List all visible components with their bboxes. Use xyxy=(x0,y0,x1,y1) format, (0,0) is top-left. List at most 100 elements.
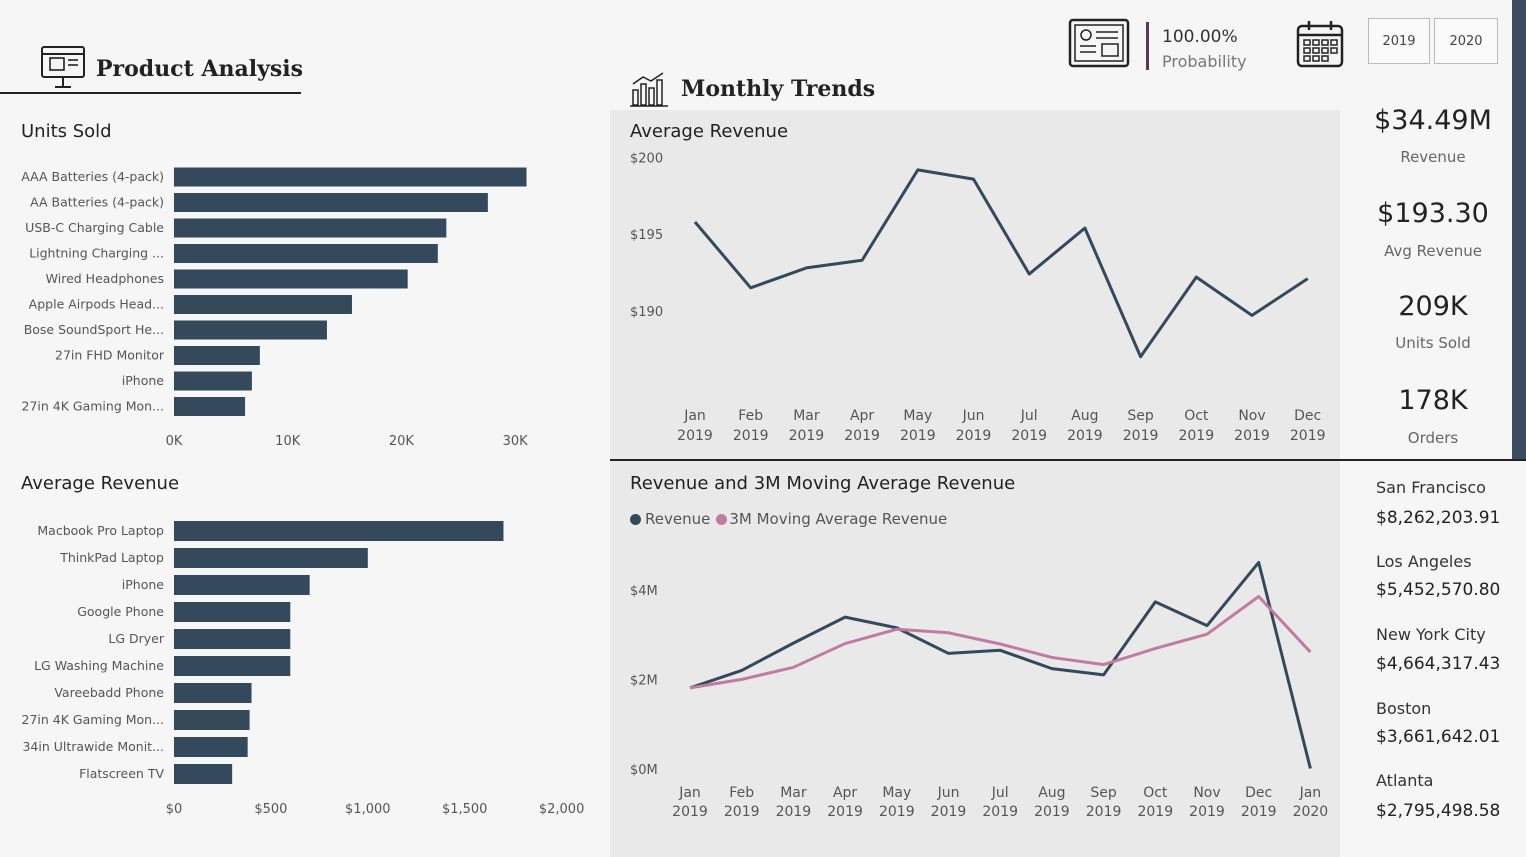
bar-category-label: 34in Ultrawide Monit... xyxy=(22,739,164,754)
bar-category-label: USB-C Charging Cable xyxy=(25,220,164,235)
city-name: Boston xyxy=(1376,699,1432,718)
revenue-ma-chart-title: Revenue and 3M Moving Average Revenue xyxy=(630,473,1016,494)
x-tick-label: Oct xyxy=(1184,408,1209,424)
x-tick-label: 2019 xyxy=(1189,804,1225,820)
x-tick-label: 2019 xyxy=(1034,804,1070,820)
city-revenue: $4,664,317.43 xyxy=(1376,654,1501,674)
revenue-ma-chart: $0M $2M $4M Jan 2019 Feb 2019 Mar 2019 Apr 2019 May… xyxy=(630,560,1329,820)
year-2019-button[interactable]: 2019 xyxy=(1368,18,1430,64)
city-revenue: $5,452,570.80 xyxy=(1376,580,1501,600)
year-2020-button[interactable]: 2020 xyxy=(1434,18,1498,64)
bar xyxy=(174,295,352,314)
bar xyxy=(174,244,438,263)
bar-category-label: ThinkPad Laptop xyxy=(59,550,164,565)
bar xyxy=(174,575,310,595)
bar xyxy=(174,602,291,622)
x-tick-label: Jul xyxy=(1020,408,1038,424)
bar xyxy=(174,397,246,416)
x-tick-label: 2019 xyxy=(900,428,936,444)
avg-revenue-line-chart: $190 $195 $200 Jan 2019 Feb 2019 Mar 2019 Apr 2019… xyxy=(630,152,1326,444)
x-tick-label: Jun xyxy=(937,785,960,801)
city-revenue: $8,262,203.91 xyxy=(1376,508,1501,528)
bar xyxy=(174,218,447,238)
x-tick-label: 2019 xyxy=(1178,428,1214,444)
city-name: New York City xyxy=(1376,625,1486,644)
city-name: Los Angeles xyxy=(1376,552,1472,571)
bar xyxy=(174,269,408,289)
x-tick-label: Oct xyxy=(1143,785,1168,801)
bar-category-label: Lightning Charging ... xyxy=(29,246,164,261)
y-tick-label: $195 xyxy=(630,228,663,243)
units-sold-chart: AAA Batteries (4-pack) AA Batteries (4-pa… xyxy=(21,167,529,449)
mid-divider xyxy=(610,459,1526,461)
bar-category-label: AAA Batteries (4-pack) xyxy=(21,169,164,184)
legend-revenue-label: Revenue xyxy=(645,510,711,528)
bar xyxy=(174,371,252,391)
kpi-units-sold-label: Units Sold xyxy=(1395,334,1471,352)
x-tick-label: Dec xyxy=(1245,785,1272,801)
bar xyxy=(174,629,291,649)
avg-revenue-bar-chart: Macbook Pro Laptop ThinkPad Laptop iPhone G… xyxy=(22,521,584,817)
x-tick-label: 2019 xyxy=(827,804,863,820)
bar xyxy=(174,320,327,340)
x-tick-label: 2019 xyxy=(1234,428,1270,444)
x-tick-label: $500 xyxy=(254,802,287,817)
dashboard-icon xyxy=(1068,18,1132,74)
y-tick-label: $2M xyxy=(630,673,658,688)
bar xyxy=(174,521,504,541)
bar-category-label: Macbook Pro Laptop xyxy=(37,523,164,538)
city-revenue: $3,661,642.01 xyxy=(1376,727,1501,747)
x-tick-label: Jul xyxy=(991,785,1009,801)
x-tick-label: Dec xyxy=(1294,408,1321,424)
bar xyxy=(174,193,488,212)
x-tick-label: $1,500 xyxy=(442,802,488,817)
right-edge-bar xyxy=(1512,0,1526,460)
x-tick-label: 2019 xyxy=(1086,804,1122,820)
avg-revenue-bar-chart-title: Average Revenue xyxy=(21,473,180,494)
kpi-avg-revenue-label: Avg Revenue xyxy=(1384,242,1482,260)
calendar-icon xyxy=(1296,20,1344,72)
bar xyxy=(174,346,260,365)
product-analysis-title: Product Analysis xyxy=(96,56,303,82)
revenue-ma-legend: Revenue 3M Moving Average Revenue xyxy=(630,510,947,528)
x-tick-label: May xyxy=(903,408,932,424)
x-tick-label: 2019 xyxy=(733,428,769,444)
bar xyxy=(174,737,248,757)
x-tick-label: Mar xyxy=(780,785,807,801)
x-tick-label: 2019 xyxy=(789,428,825,444)
x-tick-label: Jan xyxy=(1299,785,1322,801)
bar xyxy=(174,167,527,187)
x-tick-label: 2019 xyxy=(1290,428,1326,444)
x-tick-label: Jan xyxy=(683,408,706,424)
bar-category-label: LG Washing Machine xyxy=(34,658,164,673)
x-tick-label: 2019 xyxy=(776,804,812,820)
y-tick-label: $0M xyxy=(630,763,658,778)
kpi-orders-label: Orders xyxy=(1407,429,1459,447)
kpi-avg-revenue-value: $193.30 xyxy=(1377,198,1489,229)
x-tick-label: $0 xyxy=(166,802,183,817)
bar-category-label: Apple Airpods Head... xyxy=(29,297,164,312)
probability-accent xyxy=(1146,22,1149,70)
x-tick-label: 0K xyxy=(166,434,183,449)
x-tick-label: 30K xyxy=(503,434,529,449)
x-tick-label: 2019 xyxy=(879,804,915,820)
units-sold-chart-title: Units Sold xyxy=(21,121,112,142)
x-tick-label: 2020 xyxy=(1293,804,1329,820)
x-tick-label: Feb xyxy=(738,408,763,424)
legend-ma-marker xyxy=(716,513,728,525)
x-tick-label: 2019 xyxy=(982,804,1018,820)
x-tick-label: 10K xyxy=(275,434,301,449)
bar-category-label: LG Dryer xyxy=(108,631,164,646)
x-tick-label: May xyxy=(882,785,911,801)
x-tick-label: Apr xyxy=(833,785,857,801)
x-tick-label: Apr xyxy=(850,408,874,424)
bar xyxy=(174,683,252,703)
bar-category-label: Vareebadd Phone xyxy=(54,685,164,700)
avg-revenue-line-panel xyxy=(610,110,1340,459)
bar xyxy=(174,548,368,568)
x-tick-label: Nov xyxy=(1193,785,1220,801)
legend-revenue-marker xyxy=(630,513,641,525)
bar xyxy=(174,656,291,676)
product-title-underline xyxy=(0,92,301,94)
series-line-revenue xyxy=(689,560,1312,769)
